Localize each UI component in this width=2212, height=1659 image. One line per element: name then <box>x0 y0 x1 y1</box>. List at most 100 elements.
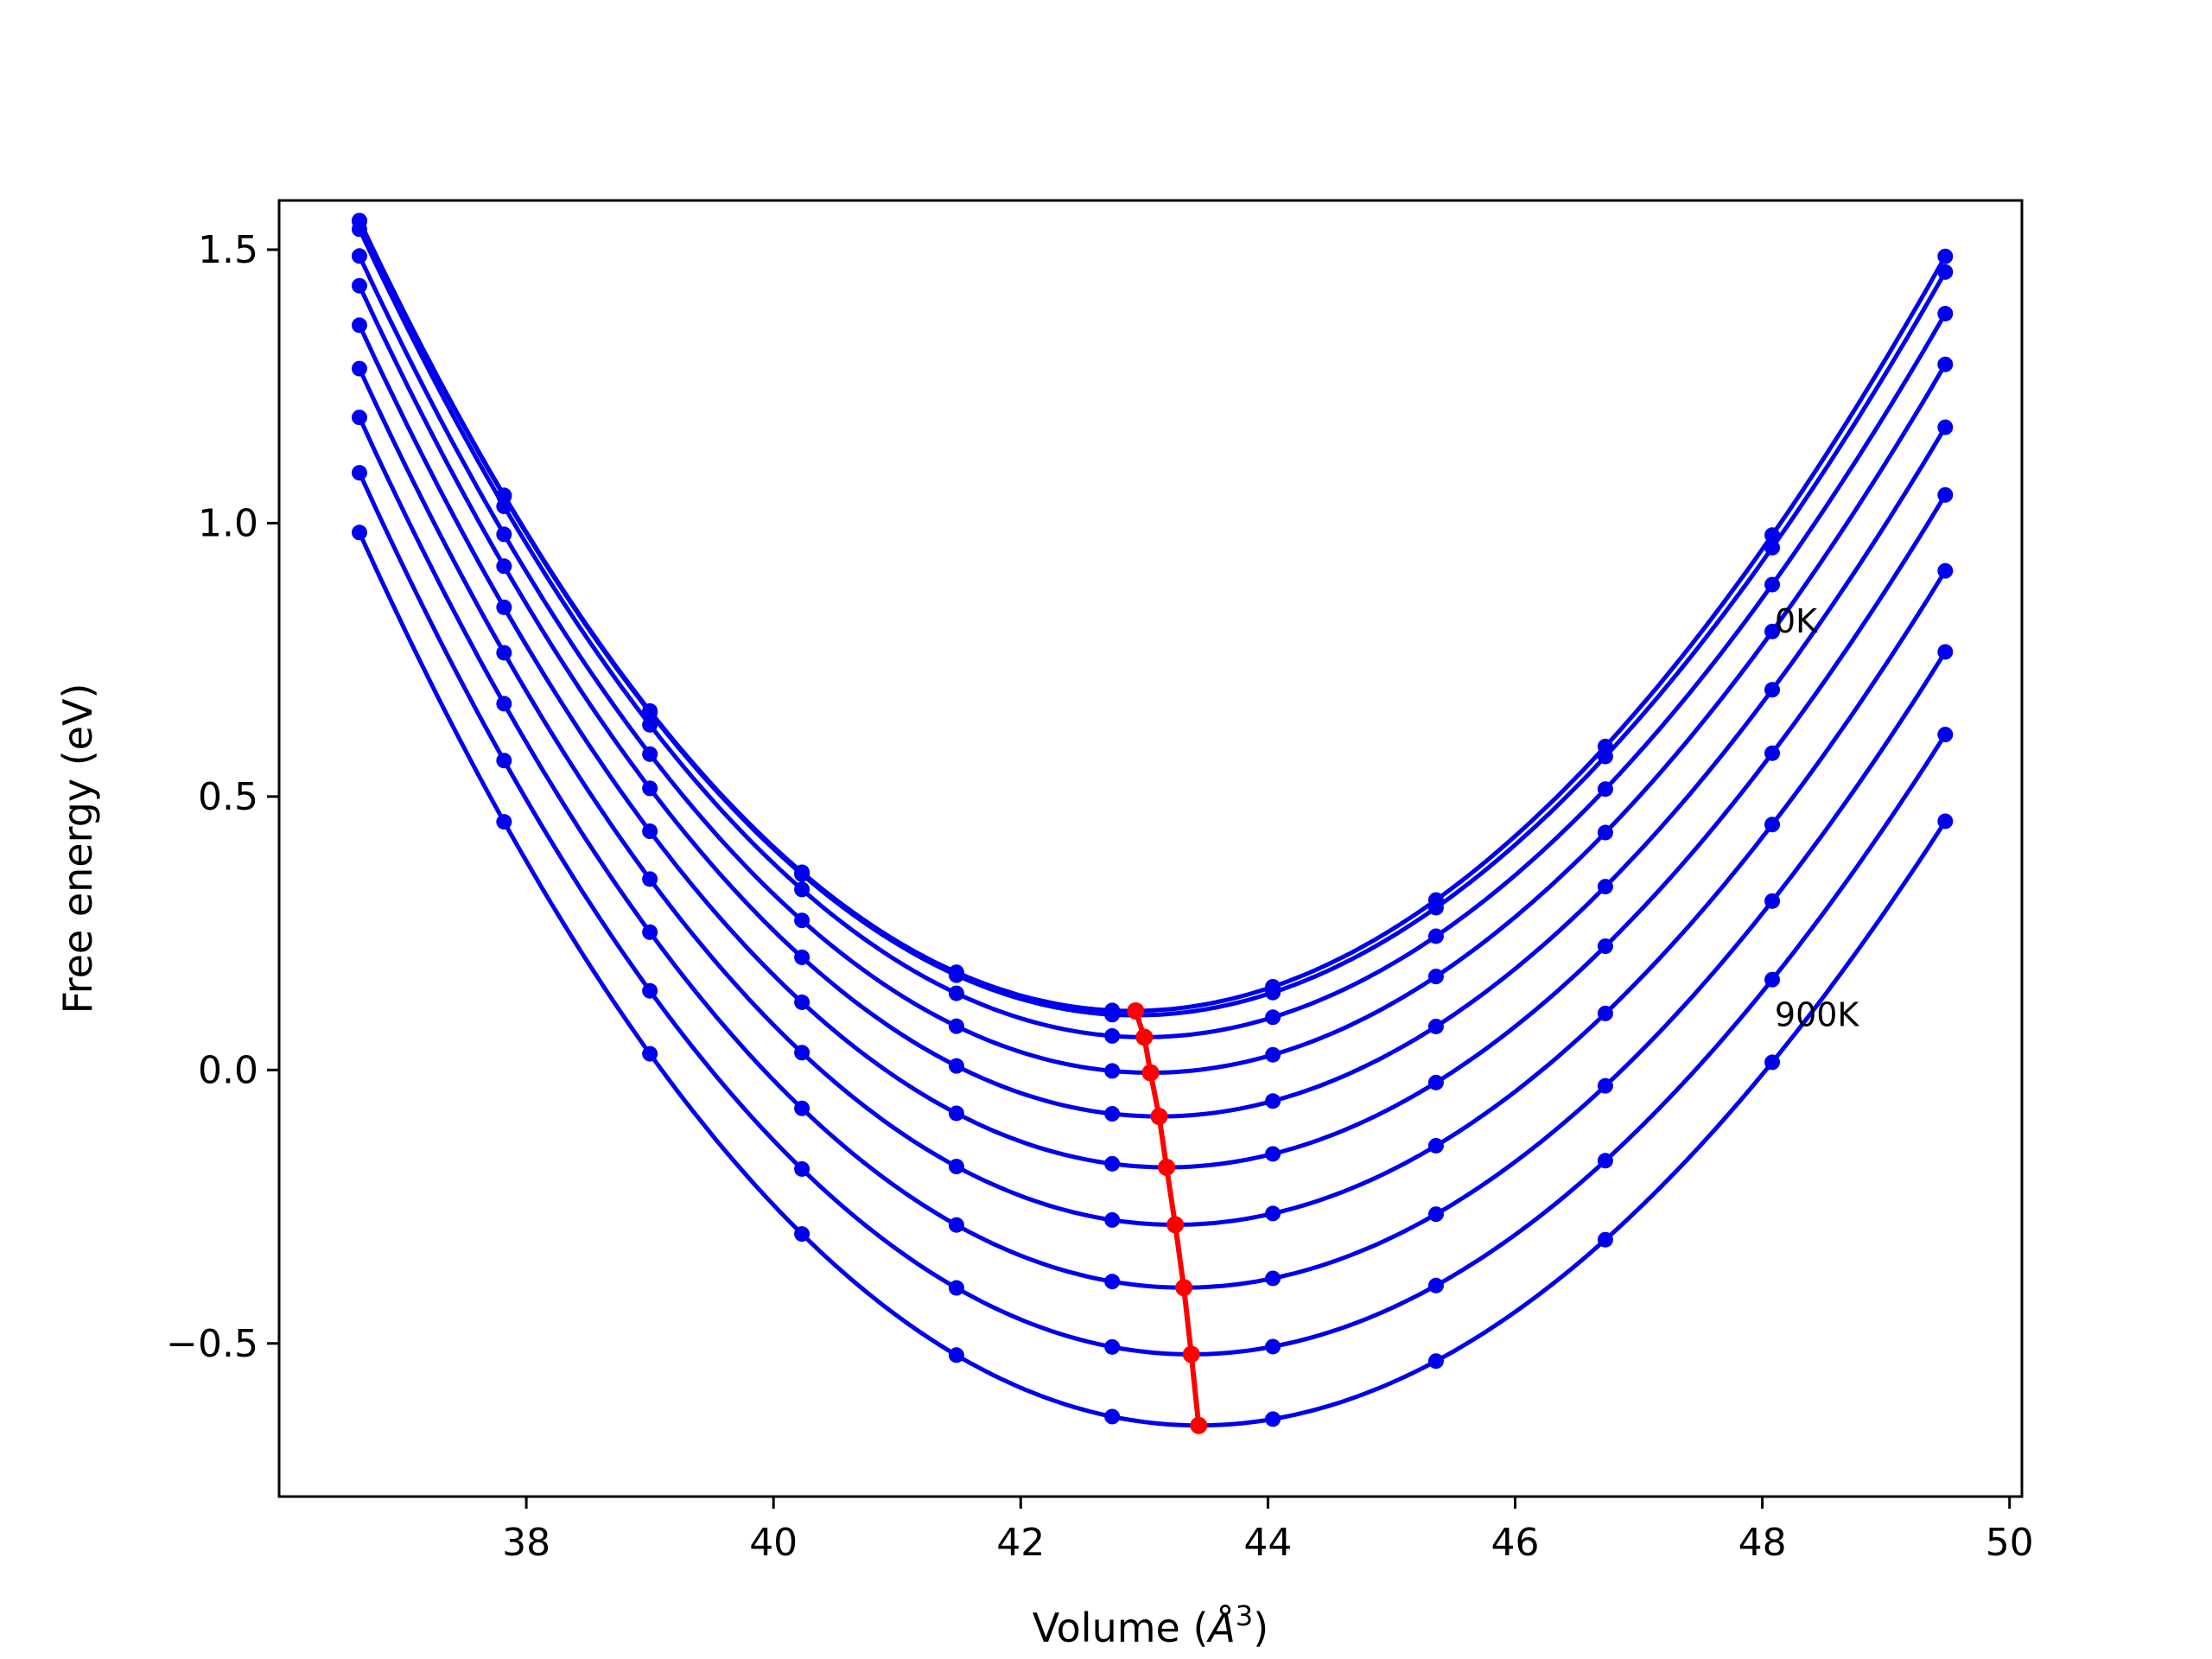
data-point-600K <box>1937 563 1954 579</box>
data-point-100K <box>1937 264 1954 280</box>
y-tick-label: 1.5 <box>198 228 258 272</box>
data-point-300K <box>948 1018 964 1034</box>
x-axis-ticks: 38 40 42 44 46 48 50 <box>502 1497 2034 1565</box>
fit-curve-900K <box>357 531 1948 1428</box>
data-point-400K <box>1597 879 1613 895</box>
data-point-300K <box>1427 969 1444 985</box>
x-tick-label: 46 <box>1491 1521 1539 1565</box>
data-point-400K <box>496 558 512 575</box>
data-point-400K <box>351 277 367 294</box>
minimum-point <box>1127 1001 1145 1020</box>
data-point-800K <box>1265 1338 1281 1355</box>
minimum-energy-line <box>1127 1001 1208 1434</box>
x-tick-label: 44 <box>1243 1521 1292 1565</box>
data-point-500K <box>642 823 658 840</box>
y-axis-label: Free energy (eV) <box>54 683 101 1014</box>
data-point-300K <box>1937 356 1954 372</box>
y-tick-label: 1.0 <box>198 501 258 545</box>
data-point-500K <box>1265 1146 1281 1162</box>
data-point-200K <box>496 499 512 515</box>
fit-curve-600K <box>357 367 1948 1227</box>
x-tick-label: 48 <box>1738 1521 1787 1565</box>
minimum-point <box>1166 1216 1185 1234</box>
fit-curve-700K <box>357 416 1948 1290</box>
data-point-600K <box>642 871 658 887</box>
data-point-400K <box>1427 1018 1444 1034</box>
data-point-300K <box>351 248 367 264</box>
data-point-500K <box>948 1105 964 1122</box>
data-points <box>351 213 1954 1427</box>
data-point-500K <box>1937 486 1954 503</box>
data-point-900K <box>1427 1353 1444 1370</box>
data-point-200K <box>1764 576 1781 593</box>
data-point-800K <box>1427 1277 1444 1294</box>
data-point-600K <box>1597 1005 1613 1021</box>
data-point-100K <box>1104 1007 1121 1023</box>
data-point-100K <box>948 967 964 983</box>
data-point-400K <box>1937 419 1954 435</box>
data-point-800K <box>1597 1153 1613 1169</box>
data-point-200K <box>1427 928 1444 944</box>
annotations: 0K 900K <box>1775 602 1860 1034</box>
y-tick-label: −0.5 <box>166 1322 258 1366</box>
data-point-200K <box>1597 781 1613 798</box>
x-axis-unit-exponent: 3 <box>1236 1599 1253 1632</box>
data-point-600K <box>351 360 367 377</box>
x-tick-label: 40 <box>749 1521 798 1565</box>
minimum-point <box>1182 1345 1200 1363</box>
annotation-label: 900K <box>1775 996 1860 1034</box>
data-point-800K <box>496 753 512 769</box>
data-point-300K <box>1104 1063 1121 1079</box>
data-point-200K <box>948 985 964 1001</box>
data-point-900K <box>1937 813 1954 830</box>
x-axis-unit: Å <box>1205 1605 1235 1651</box>
data-point-400K <box>1764 682 1781 698</box>
data-point-800K <box>1937 727 1954 743</box>
data-point-400K <box>1265 1093 1281 1109</box>
data-point-300K <box>794 912 810 929</box>
data-point-700K <box>1597 1077 1613 1094</box>
x-axis-label-text: Volume <box>1033 1605 1180 1651</box>
minimum-point <box>1175 1279 1193 1297</box>
x-tick-label: 50 <box>1986 1521 2034 1565</box>
data-point-300K <box>1597 824 1613 841</box>
data-point-700K <box>1104 1274 1121 1290</box>
data-point-800K <box>794 1160 810 1177</box>
data-point-500K <box>496 599 512 615</box>
data-point-0K <box>1764 527 1781 543</box>
data-point-200K <box>642 716 658 733</box>
data-point-300K <box>642 746 658 762</box>
data-point-200K <box>1937 305 1954 321</box>
fit-curve-300K <box>357 255 1948 1076</box>
fit-curve-800K <box>357 472 1948 1357</box>
data-point-500K <box>1104 1155 1121 1172</box>
y-axis-ticks: −0.5 0.0 0.5 1.0 1.5 <box>166 228 279 1366</box>
data-point-800K <box>351 465 367 481</box>
data-point-600K <box>496 645 512 661</box>
data-point-700K <box>1427 1206 1444 1223</box>
data-point-700K <box>1937 644 1954 660</box>
data-point-700K <box>351 410 367 426</box>
data-point-100K <box>794 866 810 882</box>
data-point-900K <box>351 524 367 541</box>
data-point-700K <box>794 1100 810 1116</box>
data-point-900K <box>948 1347 964 1363</box>
data-point-400K <box>794 949 810 965</box>
data-point-500K <box>1764 745 1781 761</box>
data-point-700K <box>1764 893 1781 909</box>
minimum-point <box>1141 1064 1160 1082</box>
x-tick-label: 38 <box>502 1521 550 1565</box>
minimum-point <box>1158 1158 1176 1176</box>
minimum-point <box>1150 1108 1168 1126</box>
data-point-600K <box>1427 1137 1444 1154</box>
data-point-900K <box>496 814 512 830</box>
data-point-600K <box>948 1159 964 1175</box>
data-point-300K <box>1764 623 1781 639</box>
data-point-100K <box>642 704 658 721</box>
data-point-800K <box>1764 971 1781 988</box>
plot-frame <box>277 199 2024 1498</box>
data-point-600K <box>1104 1211 1121 1228</box>
data-point-200K <box>1104 1027 1121 1044</box>
minimum-point <box>1190 1416 1208 1434</box>
